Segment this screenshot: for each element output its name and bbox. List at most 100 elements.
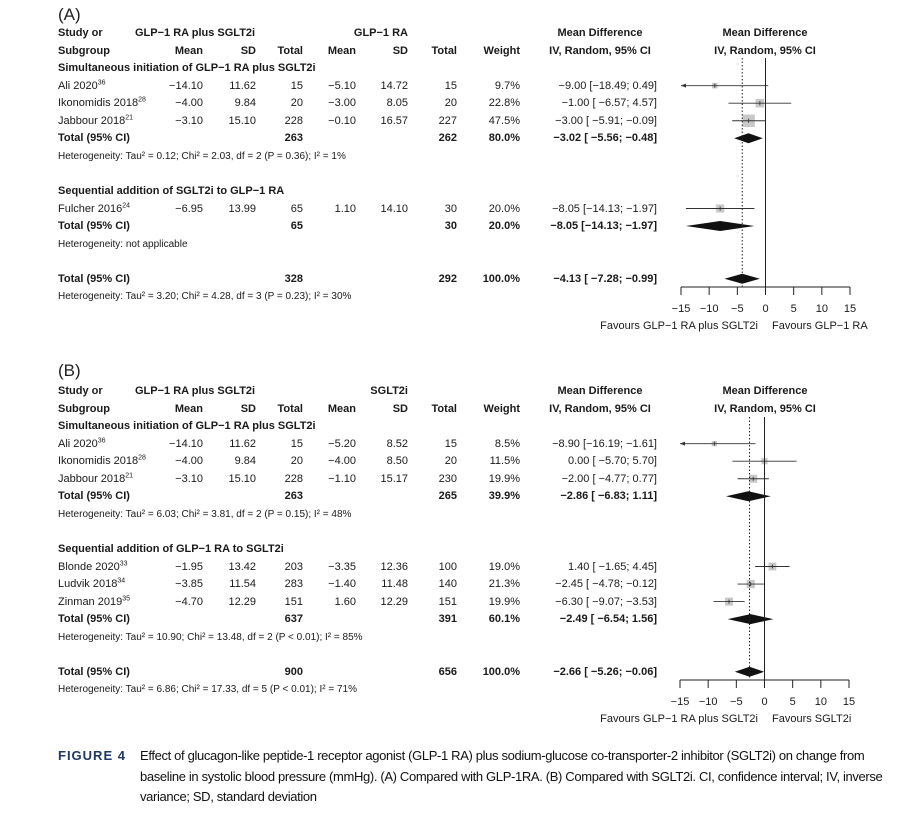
cell-sd2: 15.17 [380, 472, 408, 485]
favours-left-label: Favours GLP−1 RA plus SGLT2i [600, 713, 758, 725]
cell-weight: 19.9% [488, 595, 520, 608]
cell-m1: −4.00 [175, 97, 203, 110]
subgroup-heading: Sequential addition of SGLT2i to GLP−1 R… [58, 184, 285, 197]
cell-weight: 47.5% [488, 114, 520, 127]
header-study: Study or [58, 385, 103, 397]
header-method: IV, Random, 95% CI [549, 44, 651, 57]
x-tick-label: −5 [731, 303, 744, 315]
cell-m1: −14.10 [169, 79, 203, 92]
ci-arrow-left-icon [680, 441, 685, 446]
study-reference: 21 [125, 114, 134, 122]
x-tick-label: −10 [698, 696, 718, 708]
cell-ci: 0.00 [ −5.70; 5.70] [568, 455, 657, 468]
total-label: Total (95% CI) [58, 490, 130, 503]
cell-sd1: 13.42 [228, 560, 256, 573]
cell-m1: −3.10 [175, 472, 203, 485]
study-label: Zinman 2019 [58, 595, 123, 608]
pooled-estimate-diamond [727, 614, 774, 625]
header-study: Study or [58, 27, 103, 39]
total-label: Total (95% CI) [58, 220, 130, 233]
study-name: Ali 202036 [58, 78, 106, 94]
cell-weight: 11.5% [489, 455, 520, 468]
total-label: Total (95% CI) [58, 132, 130, 145]
cell-sd1: 9.84 [234, 455, 256, 468]
cell-n1: 15 [290, 437, 303, 450]
cell-weight: 9.7% [494, 79, 520, 92]
study-label: Fulcher 2016 [58, 202, 123, 215]
header-total: Total [431, 44, 457, 57]
cell-m2: −0.10 [328, 114, 356, 127]
cell-sd2: 8.50 [386, 455, 408, 468]
cell-n1: 20 [290, 455, 303, 468]
cell-m1: −4.00 [175, 455, 203, 468]
study-reference: 35 [122, 594, 131, 602]
cell-n1: 228 [284, 472, 303, 485]
cell-sd2: 16.57 [380, 114, 408, 127]
cell-ci: −6.30 [ −9.07; −3.53] [555, 595, 657, 608]
cell-n2: 230 [438, 472, 457, 485]
x-tick-label: 0 [762, 303, 769, 315]
study-name: Jabbour 201821 [58, 113, 133, 129]
study-label: Ludvik 2018 [58, 578, 118, 591]
header-method: IV, Random, 95% CI [549, 402, 651, 415]
total-label: Total (95% CI) [58, 665, 130, 678]
total-n1: 263 [284, 490, 303, 503]
x-tick-label: 0 [761, 696, 768, 708]
study-name: Ikonomidis 201828 [58, 453, 146, 469]
study-name: Jabbour 201821 [58, 471, 133, 487]
study-label: Blonde 2020 [58, 560, 120, 573]
cell-n2: 227 [438, 114, 457, 127]
header-mean: Mean [327, 44, 356, 57]
cell-ci: −3.00 [ −5.91; −0.09] [555, 114, 657, 127]
cell-m2: 1.10 [334, 202, 356, 215]
total-n2: 391 [438, 613, 457, 626]
total-n2: 262 [438, 132, 457, 145]
panel-label: (B) [58, 361, 81, 380]
total-ci: −2.86 [ −6.83; 1.11] [560, 490, 657, 503]
cell-sd1: 9.84 [234, 97, 256, 110]
cell-n2: 20 [444, 97, 457, 110]
study-reference: 28 [138, 96, 146, 104]
panel-label: (A) [58, 5, 81, 24]
header-total: Total [277, 402, 303, 415]
x-tick-label: 15 [843, 303, 857, 315]
heterogeneity-text: Heterogeneity: Tau² = 6.03; Chi² = 3.81,… [58, 508, 352, 520]
x-tick-label: 15 [842, 696, 856, 708]
subgroup-heading: Sequential addition of GLP−1 RA to SGLT2… [58, 542, 284, 555]
cell-sd1: 13.99 [228, 202, 256, 215]
cell-m1: −14.10 [169, 437, 203, 450]
study-label: Ali 2020 [58, 437, 98, 450]
cell-sd1: 11.62 [229, 437, 256, 450]
header-weight: Weight [483, 44, 520, 57]
header-mean-difference: Mean Difference [557, 385, 643, 397]
cell-sd2: 12.36 [380, 560, 408, 573]
caption-text: Effect of glucagon-like peptide-1 recept… [140, 748, 883, 804]
header-total: Total [431, 402, 457, 415]
favours-left-label: Favours GLP−1 RA plus SGLT2i [600, 320, 758, 332]
study-reference: 36 [97, 436, 106, 444]
total-n2: 265 [438, 490, 457, 503]
header-mean: Mean [174, 44, 203, 57]
header-subgroup: Subgroup [58, 44, 110, 57]
cell-n2: 30 [444, 202, 457, 215]
x-tick-label: 5 [789, 696, 796, 708]
x-tick-label: 10 [815, 303, 828, 315]
total-ci: −8.05 [−14.13; −1.97] [550, 220, 657, 233]
cell-n2: 15 [444, 79, 457, 92]
study-name: Zinman 201935 [58, 594, 130, 610]
cell-weight: 21.3% [488, 578, 520, 591]
study-reference: 28 [138, 454, 146, 462]
total-n1: 65 [290, 220, 303, 233]
cell-n2: 140 [438, 578, 457, 591]
header-mean-difference: Mean Difference [557, 27, 643, 39]
cell-ci: 1.40 [ −1.65; 4.45] [568, 560, 657, 573]
cell-m2: −1.40 [328, 578, 356, 591]
cell-n1: 20 [290, 97, 303, 110]
total-weight: 60.1% [488, 613, 520, 626]
study-reference: 34 [117, 577, 126, 585]
cell-m1: −3.85 [175, 578, 203, 591]
cell-m1: −3.10 [175, 114, 203, 127]
x-tick-label: −15 [671, 303, 691, 315]
cell-sd2: 11.48 [381, 578, 408, 591]
